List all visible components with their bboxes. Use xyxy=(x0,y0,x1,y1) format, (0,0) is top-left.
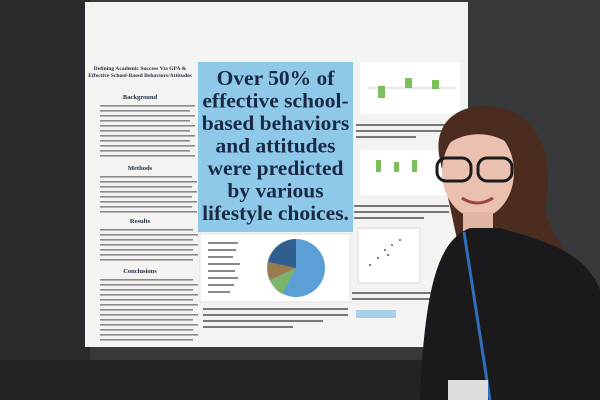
body-text-line xyxy=(100,196,192,198)
body-text-line xyxy=(100,289,193,291)
body-text-line xyxy=(100,125,195,127)
body-text-line xyxy=(100,304,198,306)
hair-fringe xyxy=(442,124,515,150)
body-text-line xyxy=(100,206,192,208)
mouth xyxy=(461,196,494,205)
body-text-line xyxy=(100,254,198,256)
body-text-line xyxy=(100,294,198,296)
body-text-line xyxy=(100,181,197,183)
body-text-line xyxy=(100,135,195,137)
headline-line: by various xyxy=(227,179,323,203)
body-text-line xyxy=(100,211,197,213)
left-column: Defining Academic Success Via GPA &Effec… xyxy=(88,66,198,341)
badge xyxy=(448,380,488,400)
body-text-line xyxy=(100,249,193,251)
shirt xyxy=(420,228,600,400)
body-text-line xyxy=(100,324,198,326)
bar xyxy=(394,162,399,172)
headline-line: based behaviors xyxy=(202,111,350,135)
body-text-line xyxy=(100,314,198,316)
headline-box xyxy=(198,62,353,232)
body-text-line xyxy=(100,229,193,231)
body-text-line xyxy=(100,244,198,246)
bar xyxy=(432,80,439,89)
pie-slice xyxy=(268,239,296,268)
headline-line: effective school- xyxy=(202,89,348,113)
body-text-line xyxy=(100,234,198,236)
scatter xyxy=(357,227,421,284)
body-text-line xyxy=(100,150,190,152)
pie-legend xyxy=(208,242,240,293)
body-text-line xyxy=(100,186,192,188)
body-text-line xyxy=(100,284,198,286)
headline-line: lifestyle choices. xyxy=(202,201,349,225)
body-text-line xyxy=(100,191,197,193)
body-text-line xyxy=(100,239,193,241)
body-text-line xyxy=(100,279,193,281)
body-text-line xyxy=(100,176,192,178)
body-text-line xyxy=(100,319,193,321)
headline-line: were predicted xyxy=(208,156,344,180)
body-text-line xyxy=(100,334,198,336)
section-heading: Results xyxy=(130,218,151,225)
poster-title: Defining Academic Success Via GPA & xyxy=(94,66,187,72)
body-text-line xyxy=(100,299,193,301)
glasses xyxy=(476,156,514,183)
bar xyxy=(412,160,417,172)
section-heading: Background xyxy=(123,94,158,101)
poster-title: Effective School-Based Behaviors/Attitud… xyxy=(88,73,192,79)
body-text-line xyxy=(100,105,195,107)
body-text-line xyxy=(100,130,190,132)
wall-shadow xyxy=(0,0,90,400)
bar xyxy=(378,86,385,98)
glasses xyxy=(435,156,473,183)
section-heading: Conclusions xyxy=(123,268,157,275)
body-text-line xyxy=(100,329,193,331)
body-text-line xyxy=(100,201,197,203)
logo-strip xyxy=(356,310,396,318)
body-text-line xyxy=(100,110,190,112)
pie-slice xyxy=(270,268,296,294)
body-text-line xyxy=(100,140,190,142)
headline-line: and attitudes xyxy=(215,134,335,158)
body-text-line xyxy=(100,120,190,122)
body-text-line xyxy=(100,145,195,147)
body-text-line xyxy=(100,339,193,341)
section-heading: Methods xyxy=(128,165,153,172)
body-text-line xyxy=(100,309,193,311)
body-text-line xyxy=(100,259,193,261)
pie-slice xyxy=(267,262,296,280)
lanyard xyxy=(462,231,492,400)
scatter-points xyxy=(369,239,401,266)
headline-line: Over 50% of xyxy=(217,66,336,90)
bar xyxy=(376,160,381,172)
caption xyxy=(203,308,348,328)
right-text xyxy=(352,124,449,300)
body-text-line xyxy=(100,115,195,117)
body-text-line xyxy=(100,155,195,157)
bar xyxy=(405,78,412,88)
